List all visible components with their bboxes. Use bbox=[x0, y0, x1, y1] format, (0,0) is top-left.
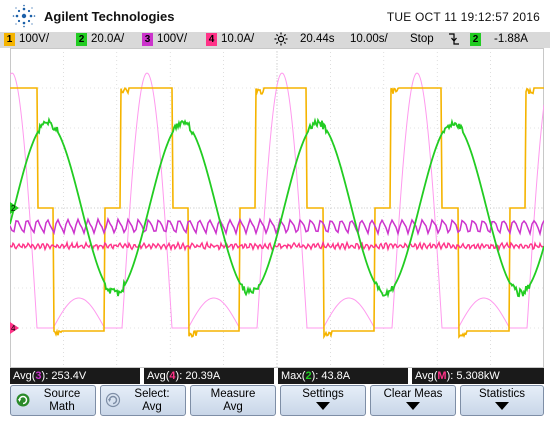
trigger-channel-badge: 2 bbox=[470, 33, 481, 46]
measurement-avg-ch4: Avg(4): 20.39A bbox=[144, 368, 274, 384]
agilent-spark-logo-icon bbox=[12, 4, 36, 28]
waveform-display[interactable]: 2 4 bbox=[10, 48, 544, 368]
measurement-bar: Avg(3): 253.4V Avg(4): 20.39A Max(2): 43… bbox=[10, 368, 544, 384]
rotate-knob-icon bbox=[105, 392, 121, 408]
down-arrow-icon bbox=[495, 402, 509, 410]
ch1-status[interactable]: 1 100V/ bbox=[4, 33, 49, 46]
ch2-marker-label: 2 bbox=[11, 204, 16, 213]
down-arrow-icon bbox=[316, 402, 330, 410]
measurement-avg-math: Avg(M): 5.308kW bbox=[412, 368, 544, 384]
graticule bbox=[10, 48, 544, 368]
settings-softkey[interactable]: Settings bbox=[280, 385, 366, 416]
waveform-canvas: 2 4 bbox=[10, 48, 544, 368]
ch3-scale: 100V/ bbox=[157, 33, 187, 45]
measurement-value: 253.4V bbox=[48, 370, 86, 382]
channel-status-bar: 1 100V/ 2 20.0A/ 3 100V/ 4 10.0A/ 20.44s 10.… bbox=[0, 32, 550, 48]
measurement-value: 5.308kW bbox=[453, 370, 499, 382]
ch4-marker-label: 4 bbox=[11, 324, 16, 333]
measurement-max-ch2: Max(2): 43.8A bbox=[278, 368, 408, 384]
ch3-badge: 3 bbox=[142, 33, 153, 46]
ch4-ground-marker[interactable]: 4 bbox=[10, 322, 19, 334]
measurement-value: 43.8A bbox=[318, 370, 350, 382]
source-math-softkey[interactable]: Source Math bbox=[10, 385, 96, 416]
ch4-badge: 4 bbox=[206, 33, 217, 46]
measurement-avg-ch3: Avg(3): 253.4V bbox=[10, 368, 140, 384]
ch2-scale: 20.0A/ bbox=[91, 33, 124, 45]
trigger-sun-icon bbox=[274, 32, 288, 49]
measurement-value: 20.39A bbox=[182, 370, 220, 382]
time-offset[interactable]: 20.44s bbox=[300, 33, 335, 45]
ch2-ground-marker[interactable]: 2 bbox=[10, 202, 19, 214]
trigger-level[interactable]: -1.88A bbox=[494, 33, 528, 45]
ch1-badge: 1 bbox=[4, 33, 15, 46]
softkey-bar: Source Math Select: Avg Measure Avg Setting… bbox=[10, 385, 544, 417]
measure-avg-softkey[interactable]: Measure Avg bbox=[190, 385, 276, 416]
ch2-badge: 2 bbox=[76, 33, 87, 46]
date-time: TUE OCT 11 19:12:57 2016 bbox=[387, 10, 540, 24]
ch4-scale: 10.0A/ bbox=[221, 33, 254, 45]
ch3-waveform-trace bbox=[10, 219, 544, 234]
down-arrow-icon bbox=[406, 402, 420, 410]
statistics-softkey[interactable]: Statistics bbox=[460, 385, 544, 416]
falling-edge-icon bbox=[448, 32, 460, 49]
select-avg-softkey[interactable]: Select: Avg bbox=[100, 385, 186, 416]
ch1-scale: 100V/ bbox=[19, 33, 49, 45]
ch4-status[interactable]: 4 10.0A/ bbox=[206, 33, 254, 46]
time-scale[interactable]: 10.00s/ bbox=[350, 33, 388, 45]
header-bar: Agilent Technologies TUE OCT 11 19:12:57… bbox=[0, 0, 550, 32]
run-state[interactable]: Stop bbox=[410, 33, 434, 45]
trigger-source[interactable]: 2 bbox=[470, 33, 485, 46]
ch3-status[interactable]: 3 100V/ bbox=[142, 33, 187, 46]
rotate-knob-icon bbox=[15, 392, 31, 408]
brand-name: Agilent Technologies bbox=[44, 9, 175, 24]
ch2-status[interactable]: 2 20.0A/ bbox=[76, 33, 124, 46]
clear-meas-softkey[interactable]: Clear Meas bbox=[370, 385, 456, 416]
